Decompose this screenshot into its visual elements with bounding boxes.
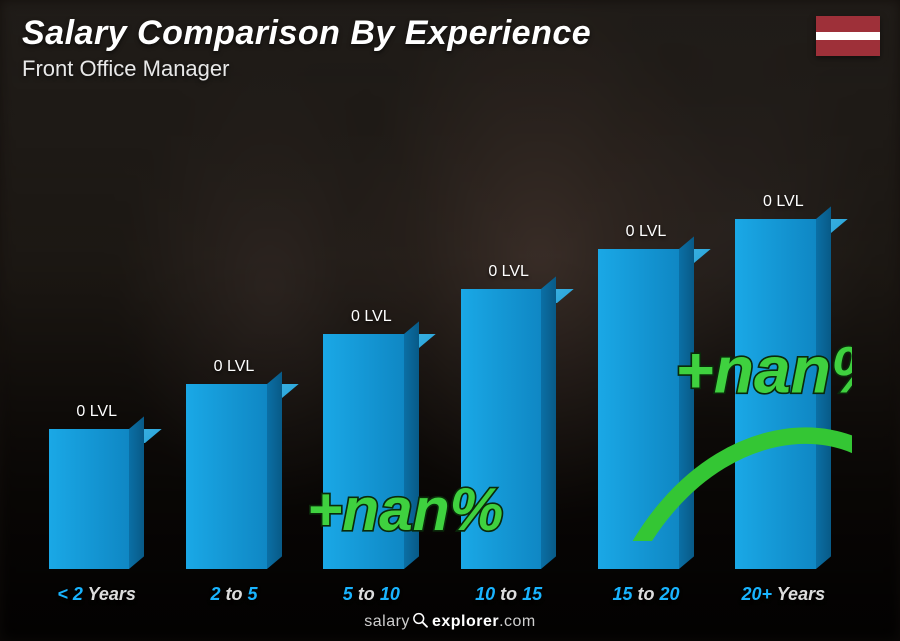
watermark-post: .com bbox=[499, 613, 536, 630]
magnifier-icon bbox=[411, 611, 429, 629]
bar-side-face bbox=[129, 416, 144, 569]
bar-front-face bbox=[735, 219, 816, 569]
x-axis-label: 2 to 5 bbox=[165, 584, 302, 605]
bar bbox=[49, 429, 145, 569]
page-subtitle: Front Office Manager bbox=[22, 56, 229, 82]
flag-latvia bbox=[816, 16, 880, 56]
bar bbox=[323, 334, 419, 569]
x-axis-label: 20+ Years bbox=[715, 584, 852, 605]
bar-side-face bbox=[679, 236, 694, 569]
bar-value-label: 0 LVL bbox=[626, 223, 667, 241]
bar-front-face bbox=[323, 334, 404, 569]
flag-stripe-top bbox=[816, 16, 880, 32]
bar-front-face bbox=[461, 289, 542, 569]
x-axis-labels: < 2 Years2 to 55 to 1010 to 1515 to 2020… bbox=[28, 584, 852, 605]
bars-container: 0 LVL 0 LVL 0 LVL 0 LVL 0 LVL 0 LVL bbox=[28, 129, 852, 569]
bar-side-face bbox=[267, 371, 282, 569]
bar bbox=[598, 249, 694, 569]
watermark-bold: explorer bbox=[432, 613, 499, 630]
x-axis-label: 5 to 10 bbox=[303, 584, 440, 605]
flag-stripe-bot bbox=[816, 40, 880, 56]
content-root: Salary Comparison By Experience Front Of… bbox=[0, 0, 900, 641]
watermark-pre: salary bbox=[364, 613, 410, 630]
bar-value-label: 0 LVL bbox=[488, 263, 529, 281]
bar-value-label: 0 LVL bbox=[76, 403, 117, 421]
bar-value-label: 0 LVL bbox=[351, 308, 392, 326]
bar-side-face bbox=[541, 276, 556, 569]
bar-front-face bbox=[49, 429, 130, 569]
bar-slot: 0 LVL bbox=[28, 129, 165, 569]
bar-front-face bbox=[186, 384, 267, 569]
bar-slot: 0 LVL bbox=[440, 129, 577, 569]
bar-value-label: 0 LVL bbox=[763, 193, 804, 211]
bar-chart: 0 LVL0 LVL0 LVL0 LVL0 LVL0 LVL +nan%+nan… bbox=[28, 129, 852, 569]
bar bbox=[186, 384, 282, 569]
bar-slot: 0 LVL bbox=[577, 129, 714, 569]
x-axis-label: < 2 Years bbox=[28, 584, 165, 605]
bar-slot: 0 LVL bbox=[165, 129, 302, 569]
bar-side-face bbox=[404, 321, 419, 569]
bar-slot: 0 LVL bbox=[303, 129, 440, 569]
flag-stripe-mid bbox=[816, 32, 880, 40]
bar-side-face bbox=[816, 206, 831, 569]
bar-slot: 0 LVL bbox=[715, 129, 852, 569]
x-axis-label: 15 to 20 bbox=[577, 584, 714, 605]
page-title: Salary Comparison By Experience bbox=[22, 14, 591, 53]
bar-front-face bbox=[598, 249, 679, 569]
bar bbox=[461, 289, 557, 569]
x-axis-label: 10 to 15 bbox=[440, 584, 577, 605]
watermark: salary explorer.com bbox=[364, 611, 536, 631]
bar bbox=[735, 219, 831, 569]
bar-value-label: 0 LVL bbox=[214, 358, 255, 376]
